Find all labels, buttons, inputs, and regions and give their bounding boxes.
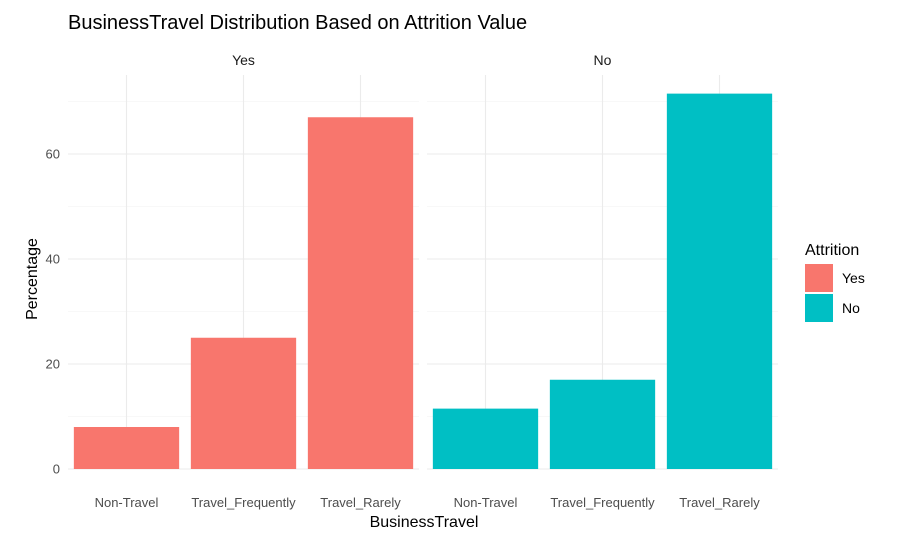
legend-label-yes: Yes — [842, 270, 865, 286]
bar-no-travel_rarely — [666, 93, 773, 469]
y-tick-label: 60 — [46, 147, 60, 162]
facet-strip-label: No — [594, 52, 612, 68]
facet-panel-no: No Non-Travel Travel_Frequently Travel_Rare… — [427, 52, 778, 510]
legend-label-no: No — [842, 300, 860, 316]
chart-title: BusinessTravel Distribution Based on Att… — [68, 12, 527, 34]
bar-yes-non-travel — [73, 427, 180, 469]
bar-no-travel_frequently — [549, 379, 656, 469]
x-tick-label: Travel_Rarely — [679, 495, 760, 510]
y-axis: 0 20 40 60 — [46, 147, 60, 477]
facet-strip-label: Yes — [232, 52, 255, 68]
bar-yes-travel_frequently — [190, 337, 297, 469]
y-tick-label: 0 — [53, 462, 60, 477]
legend-swatch-yes — [805, 264, 833, 292]
x-tick-label: Travel_Frequently — [191, 495, 296, 510]
y-axis-title: Percentage — [24, 238, 41, 320]
y-tick-label: 40 — [46, 252, 60, 267]
x-tick-label: Non-Travel — [454, 495, 518, 510]
x-tick-label: Non-Travel — [95, 495, 159, 510]
facet-panel-yes: Yes Non-Travel Travel_Frequently Travel_Rar… — [68, 52, 419, 510]
x-axis-title: BusinessTravel — [370, 514, 479, 531]
bar-no-non-travel — [432, 408, 539, 469]
x-tick-label: Travel_Rarely — [320, 495, 401, 510]
facet-panels: Yes Non-Travel Travel_Frequently Travel_Rar… — [68, 52, 778, 510]
legend-swatch-no — [805, 294, 833, 322]
legend-title: Attrition — [805, 242, 859, 259]
y-tick-label: 20 — [46, 357, 60, 372]
legend-items: Yes No — [805, 264, 865, 322]
bar-yes-travel_rarely — [307, 117, 414, 469]
x-tick-label: Travel_Frequently — [550, 495, 655, 510]
legend: Attrition Yes No — [805, 242, 865, 322]
